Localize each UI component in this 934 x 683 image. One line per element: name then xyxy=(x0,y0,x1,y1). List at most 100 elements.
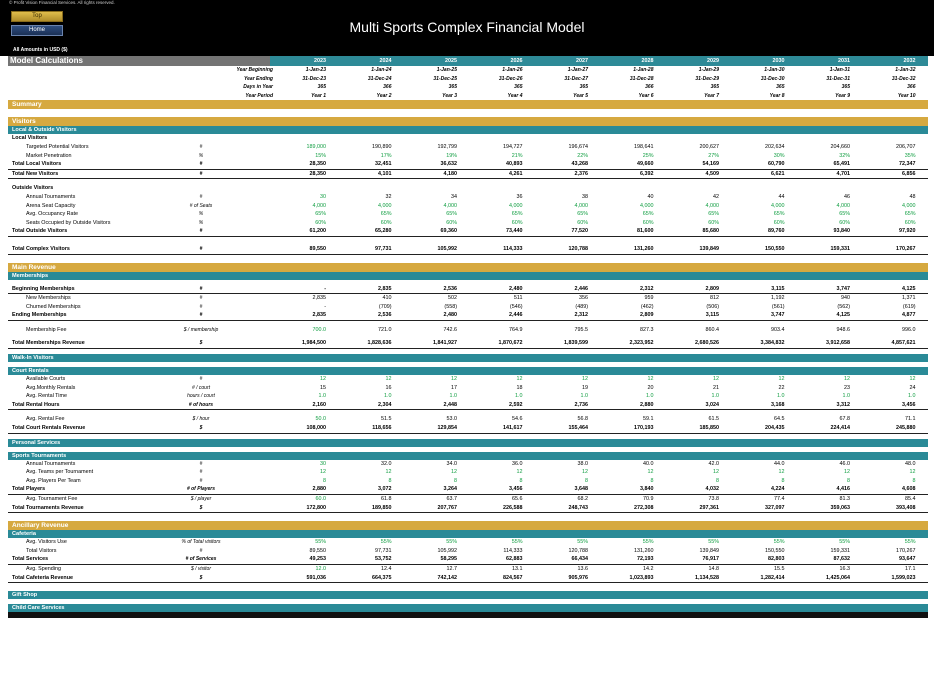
row-label: Total New Visitors xyxy=(12,170,59,177)
subsection-personal-services[interactable]: Personal Services xyxy=(8,438,928,447)
value-cell: 35% xyxy=(904,152,916,159)
value-cell: 77.4 xyxy=(774,496,785,502)
row-unit: # xyxy=(199,245,203,252)
value-cell: 1.0 xyxy=(580,393,589,400)
section-ancillary-revenue[interactable]: Ancillary Revenue xyxy=(8,521,928,531)
value-cell: 139,849 xyxy=(699,245,720,252)
subsection-local-outside-visitors[interactable]: Local & Outside Visitors xyxy=(8,126,928,135)
subsection-memberships[interactable]: Memberships xyxy=(8,271,928,280)
value-cell: 3,384,832 xyxy=(760,340,785,347)
table-row: Total Local Visitors #28,350 32,451 36,632 4… xyxy=(8,160,928,170)
value-cell: 65% xyxy=(380,211,392,218)
table-row: Total Outside Visitors #61,200 65,280 69,36… xyxy=(8,227,928,237)
row-label: Total Court Rentals Revenue xyxy=(12,425,86,432)
value-cell: 31-Dec-23 xyxy=(302,75,326,82)
model-calculations-header: Model Calculations 2023 2024 2025 2026 2027 20… xyxy=(8,56,928,66)
value-cell: 18 xyxy=(516,384,523,391)
value-cell: 4,101 xyxy=(378,170,392,177)
value-cell: 3,312 xyxy=(836,401,851,408)
value-cell: 365 xyxy=(317,84,326,91)
subsection-sports-tournaments[interactable]: Sports Tournaments xyxy=(8,451,928,460)
value-cell: 60% xyxy=(904,219,916,226)
value-cell: 54,169 xyxy=(702,161,720,168)
table-row: Total Players # of Players 2,880 3,072 3,264… xyxy=(8,485,928,495)
row-label: New Memberships xyxy=(26,295,71,302)
table-row: Avg. Occupancy Rate% 65% 65% 65% 65% 65% 65% 65… xyxy=(8,210,928,219)
row-label: Arena Seat Capacity xyxy=(26,202,76,209)
table-row: Total Cafeteria Revenue $591,036 664,375 74… xyxy=(8,574,928,584)
section-visitors[interactable]: Visitors xyxy=(8,117,928,127)
home-button[interactable]: Home xyxy=(11,25,63,36)
row-unit: hours / court xyxy=(187,393,215,400)
year-header: 2026 xyxy=(510,58,523,64)
value-cell: 59.1 xyxy=(643,416,654,423)
section-summary[interactable]: Summary xyxy=(8,100,928,110)
value-cell: 73,440 xyxy=(506,228,523,235)
row-label: Total Cafeteria Revenue xyxy=(12,574,74,581)
value-cell: 1.0 xyxy=(318,393,327,400)
value-cell: 81.3 xyxy=(839,496,851,502)
row-unit: # xyxy=(199,376,203,383)
value-cell: 4,877 xyxy=(902,312,916,319)
table-row: Targeted Potential Visitors #189,000 190,8… xyxy=(8,143,928,152)
row-label: Avg. Rental Fee xyxy=(26,416,65,423)
value-cell: 8 xyxy=(650,477,654,484)
row-label: Membership Fee xyxy=(26,326,67,333)
row-label: Avg. Occupancy Rate xyxy=(26,211,79,218)
subsection-child-care-services[interactable]: Child Care Services xyxy=(8,604,928,613)
value-cell: 31-Dec-29 xyxy=(695,75,719,82)
table-row: Avg. Rental Fee $ / hour 50.0 51.5 53.0 54.6 5… xyxy=(8,415,928,424)
value-cell: (546) xyxy=(509,303,523,310)
value-cell: 6,621 xyxy=(771,170,785,177)
value-cell: 155,464 xyxy=(568,425,589,432)
value-cell: 8 xyxy=(912,477,916,484)
value-cell: 54.6 xyxy=(512,416,523,423)
row-unit: % of Total visitors xyxy=(181,539,221,546)
section-main-revenue[interactable]: Main Revenue xyxy=(8,262,928,272)
table-row: Total Memberships Revenue $1,984,500 1,828… xyxy=(8,339,928,350)
row-unit: $ xyxy=(199,340,203,347)
value-cell: 65% xyxy=(708,211,719,218)
row-unit: # xyxy=(199,547,203,554)
value-cell: 2,680,526 xyxy=(695,340,719,347)
value-cell: 12.0 xyxy=(315,565,327,572)
value-cell: 72,193 xyxy=(637,556,654,563)
value-cell: 36.0 xyxy=(512,460,523,467)
value-cell: 20 xyxy=(647,384,654,391)
subsection-gift-shop[interactable]: Gift Shop xyxy=(8,591,928,600)
value-cell: 67.8 xyxy=(839,416,851,423)
value-cell: 12 xyxy=(516,376,523,383)
subsection-label: Local & Outside Visitors xyxy=(12,127,77,134)
value-cell: 764.9 xyxy=(509,326,523,333)
row-unit: $ / membership xyxy=(183,326,219,333)
value-cell: 3,072 xyxy=(378,486,392,493)
value-cell: 2,448 xyxy=(443,401,458,408)
table-row: Avg. Rental Time hours / court 1.0 1.0 1.0 1.… xyxy=(8,392,928,401)
value-cell: 12 xyxy=(320,376,326,383)
value-cell: 93,840 xyxy=(833,228,851,235)
value-cell: 60% xyxy=(511,219,523,226)
value-cell: 1,599,023 xyxy=(891,574,916,581)
section-label: Ancillary Revenue xyxy=(12,522,69,530)
subsection-court-rentals[interactable]: Court Rentals xyxy=(8,367,928,376)
value-cell: 2,480 xyxy=(443,312,458,319)
value-cell: 3,840 xyxy=(640,486,654,493)
value-cell: 61.8 xyxy=(381,496,392,502)
value-cell: 77,520 xyxy=(571,228,589,235)
value-cell: 170,267 xyxy=(896,245,916,252)
value-cell: 12 xyxy=(713,376,719,383)
row-label: Total Players xyxy=(12,486,46,493)
value-cell: 44.0 xyxy=(774,460,785,467)
row-unit: $ xyxy=(199,504,203,511)
value-cell: 1.0 xyxy=(777,393,785,400)
value-cell: 206,707 xyxy=(896,143,916,150)
subsection-cafeteria[interactable]: Cafeteria xyxy=(8,530,928,539)
subsection-walk-in-visitors[interactable]: Walk-In Visitors xyxy=(8,354,928,363)
row-label: Total Services xyxy=(12,556,49,563)
value-cell: 34 xyxy=(451,193,457,200)
value-cell: 17 xyxy=(451,384,457,391)
value-cell: 4,000 xyxy=(574,202,589,209)
row-unit: # xyxy=(199,312,203,319)
top-button[interactable]: Top xyxy=(11,11,63,22)
subsection-label: Court Rentals xyxy=(12,368,49,375)
